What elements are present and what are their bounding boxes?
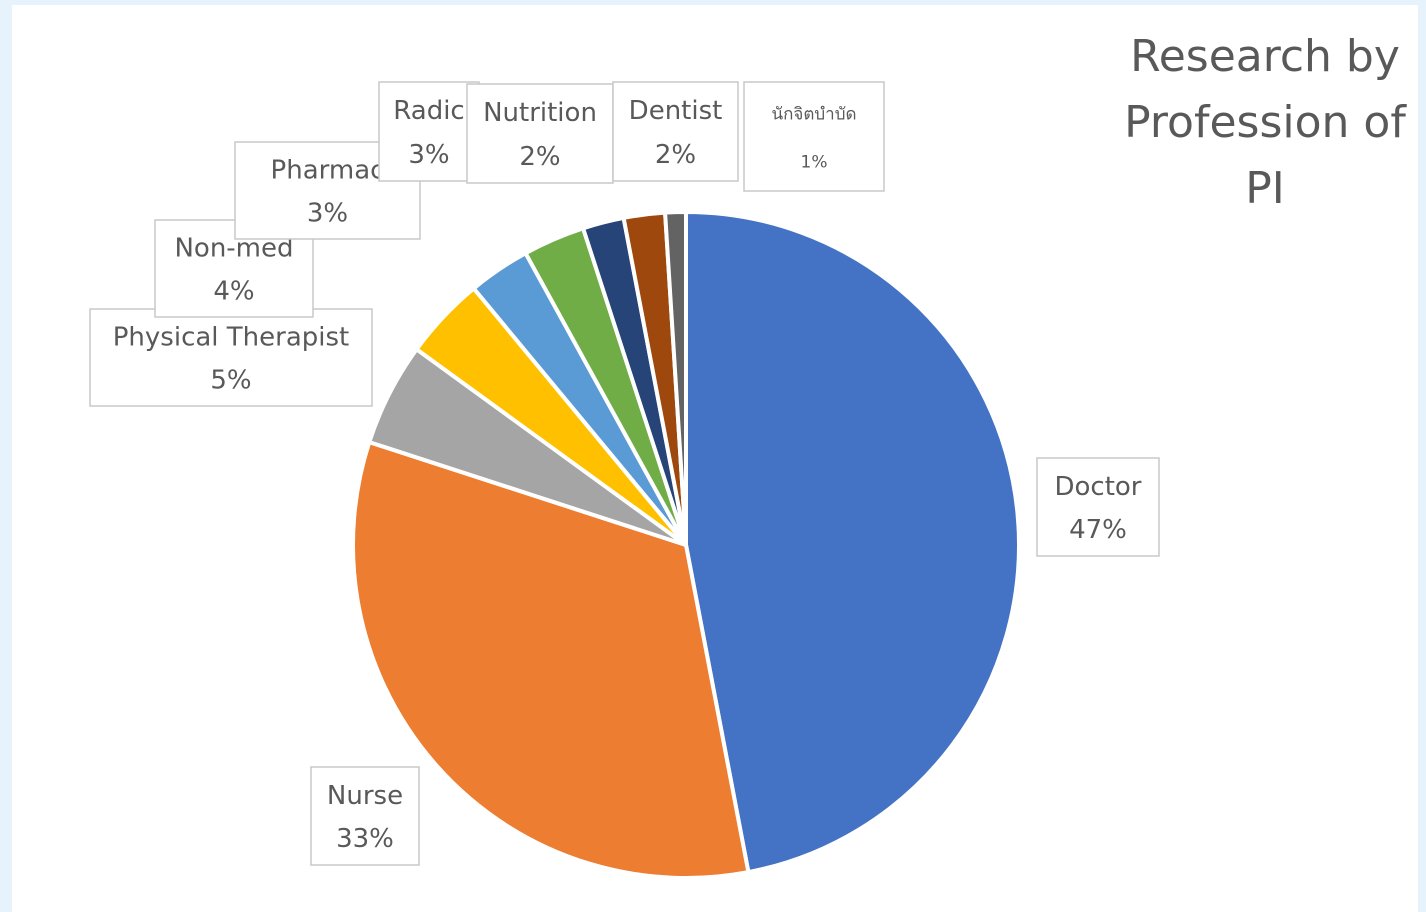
data-label: Physical Therapist 5% <box>89 308 373 407</box>
label-name: Dentist <box>629 96 723 126</box>
chart-title: Research by Profession of PI <box>1124 31 1406 214</box>
pie-slice <box>684 209 1021 875</box>
data-label: Radic 3% <box>378 81 480 182</box>
data-label: Nurse 33% <box>310 766 420 866</box>
label-name: นักจิตบำบัด <box>771 105 856 125</box>
label-name: Physical Therapist <box>113 323 349 353</box>
data-label: Nutrition 2% <box>466 83 614 184</box>
pie-slice <box>662 209 688 546</box>
label-value: 2% <box>655 140 696 170</box>
label-name: Nurse <box>327 781 403 811</box>
label-value: 2% <box>519 142 560 172</box>
label-value: 3% <box>408 140 449 170</box>
label-value: 3% <box>307 198 348 228</box>
label-value: 47% <box>1069 515 1127 545</box>
data-label: Doctor 47% <box>1036 457 1160 557</box>
data-label: Dentist 2% <box>612 81 739 182</box>
label-box <box>466 83 614 184</box>
label-name: Radic <box>393 96 464 126</box>
label-value: 33% <box>336 824 394 854</box>
label-value: 5% <box>210 365 251 395</box>
label-value: 4% <box>213 276 254 306</box>
label-box <box>310 766 420 866</box>
label-name: Nutrition <box>483 98 597 128</box>
label-name: Pharmac <box>271 156 385 186</box>
label-box <box>378 81 480 182</box>
pie-slice <box>351 439 751 880</box>
label-box <box>612 81 739 182</box>
label-name: Doctor <box>1054 472 1141 502</box>
label-value: 1% <box>801 153 828 173</box>
data-label: นักจิตบำบัด 1% <box>743 81 885 192</box>
label-box <box>1036 457 1160 557</box>
label-box <box>89 308 373 407</box>
label-box <box>743 81 885 192</box>
